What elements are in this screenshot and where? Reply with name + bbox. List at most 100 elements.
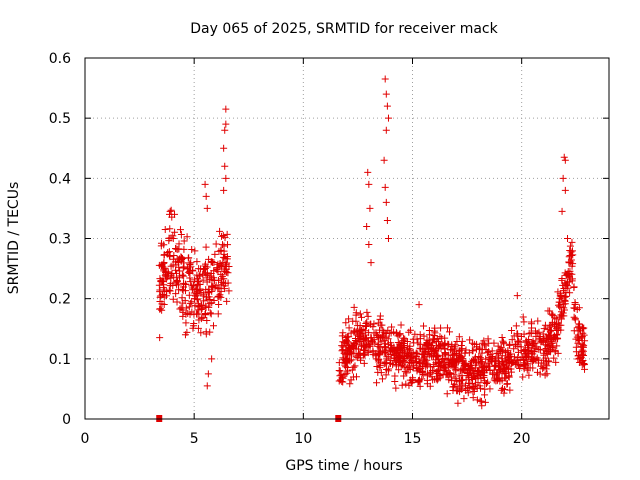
- data-point: [219, 253, 227, 261]
- data-point: [191, 247, 199, 255]
- data-point: [511, 340, 519, 348]
- data-point: [335, 367, 343, 375]
- data-point: [160, 251, 168, 259]
- data-point-outlier: [382, 126, 390, 134]
- data-point: [395, 331, 403, 339]
- data-point: [536, 346, 544, 354]
- data-point-outlier: [364, 168, 372, 176]
- data-point: [437, 324, 445, 332]
- data-point: [180, 245, 188, 253]
- data-point: [178, 294, 186, 302]
- data-point: [203, 317, 211, 325]
- data-point: [580, 324, 588, 332]
- data-point: [519, 313, 527, 321]
- data-point: [503, 380, 511, 388]
- data-point: [463, 370, 471, 378]
- data-point: [369, 348, 377, 356]
- x-tick-label: 10: [294, 431, 312, 447]
- data-point: [217, 287, 225, 295]
- data-point: [566, 269, 574, 277]
- data-point: [415, 365, 423, 373]
- data-point: [548, 320, 556, 328]
- data-point: [399, 357, 407, 365]
- data-point: [366, 342, 374, 350]
- data-point-outlier: [221, 162, 229, 170]
- data-point: [433, 353, 441, 361]
- data-point: [540, 351, 548, 359]
- data-point-outlier: [383, 102, 391, 110]
- data-point: [335, 359, 343, 367]
- data-point: [213, 266, 221, 274]
- data-point-outlier: [561, 156, 569, 164]
- data-point-outlier: [201, 180, 209, 188]
- data-point: [365, 329, 373, 337]
- data-point: [218, 263, 226, 271]
- data-point: [452, 365, 460, 373]
- data-point: [364, 312, 372, 320]
- data-point-outlier: [220, 144, 228, 152]
- data-point: [199, 292, 207, 300]
- data-point: [350, 303, 358, 311]
- x-axis-title: GPS time / hours: [285, 458, 402, 474]
- x-tick-label: 0: [81, 431, 90, 447]
- data-point: [156, 334, 164, 342]
- data-point: [372, 329, 380, 337]
- y-axis-title: SRMTID / TECUs: [6, 182, 22, 295]
- data-point: [524, 364, 532, 372]
- data-point: [205, 303, 213, 311]
- data-point: [437, 361, 445, 369]
- data-point: [223, 230, 231, 238]
- data-point-outlier: [476, 397, 484, 405]
- data-point-outlier: [560, 153, 568, 161]
- data-point: [214, 260, 222, 268]
- data-points: [155, 75, 589, 422]
- data-point: [481, 367, 489, 375]
- data-point: [382, 330, 390, 338]
- data-point: [544, 357, 552, 365]
- data-point: [380, 343, 388, 351]
- data-point: [182, 319, 190, 327]
- data-point: [190, 276, 198, 284]
- data-point: [517, 347, 525, 355]
- data-point: [377, 369, 385, 377]
- data-point: [460, 359, 468, 367]
- data-point: [180, 283, 188, 291]
- data-point: [549, 312, 557, 320]
- data-point: [360, 359, 368, 367]
- data-point-outlier: [220, 186, 228, 194]
- data-point: [354, 351, 362, 359]
- data-point: [374, 350, 382, 358]
- data-point: [164, 249, 172, 257]
- data-point: [574, 339, 582, 347]
- data-point-outlier: [564, 235, 572, 242]
- data-point: [218, 232, 226, 240]
- data-point: [402, 380, 410, 388]
- data-point: [179, 299, 187, 307]
- data-point: [169, 281, 177, 289]
- data-point: [448, 357, 456, 365]
- data-point: [578, 333, 586, 341]
- data-point: [488, 354, 496, 362]
- data-point-outlier: [381, 183, 389, 191]
- x-tick-label: 5: [190, 431, 199, 447]
- data-point: [384, 335, 392, 343]
- data-point: [172, 290, 180, 298]
- data-point: [555, 321, 563, 329]
- data-point: [471, 355, 479, 363]
- data-point: [540, 325, 548, 333]
- data-point: [202, 330, 210, 338]
- data-point: [189, 324, 197, 332]
- data-point: [193, 258, 201, 266]
- data-point: [207, 269, 215, 277]
- data-point: [445, 370, 453, 378]
- data-point: [484, 378, 492, 386]
- data-point: [420, 332, 428, 340]
- data-point: [178, 254, 186, 262]
- data-point: [434, 344, 442, 352]
- data-point: [433, 352, 441, 360]
- data-point: [397, 362, 405, 370]
- data-point: [423, 376, 431, 384]
- data-point: [392, 384, 400, 392]
- data-point: [451, 375, 459, 383]
